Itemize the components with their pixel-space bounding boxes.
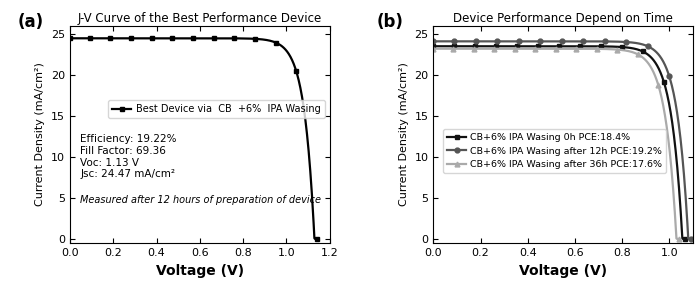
CB+6% IPA Wasing after 36h PCE:17.6% bbox=[673, 237, 682, 241]
CB+6% IPA Wasing after 12h PCE:19.2% bbox=[646, 46, 654, 49]
CB+6% IPA Wasing after 36h PCE:17.6% bbox=[575, 47, 584, 50]
Best Device via  CB  +6%  IPA Wasing bbox=[274, 42, 282, 45]
CB+6% IPA Wasing after 36h PCE:17.6% bbox=[636, 54, 645, 57]
CB+6% IPA Wasing 0h PCE:18.4% bbox=[679, 237, 687, 241]
CB+6% IPA Wasing after 12h PCE:19.2% bbox=[687, 237, 695, 241]
X-axis label: Voltage (V): Voltage (V) bbox=[519, 263, 608, 277]
Line: CB+6% IPA Wasing 0h PCE:18.4%: CB+6% IPA Wasing 0h PCE:18.4% bbox=[431, 44, 687, 241]
CB+6% IPA Wasing 0h PCE:18.4% bbox=[578, 45, 587, 48]
CB+6% IPA Wasing 0h PCE:18.4% bbox=[429, 45, 438, 48]
Title: J-V Curve of the Best Performance Device: J-V Curve of the Best Performance Device bbox=[78, 11, 322, 25]
Best Device via  CB  +6%  IPA Wasing bbox=[66, 37, 74, 40]
CB+6% IPA Wasing after 12h PCE:19.2% bbox=[582, 40, 590, 43]
CB+6% IPA Wasing 0h PCE:18.4% bbox=[680, 237, 689, 241]
Text: Efficiency: 19.22%
Fill Factor: 69.36
Voc: 1.13 V
Jsc: 24.47 mA/cm²: Efficiency: 19.22% Fill Factor: 69.36 Vo… bbox=[80, 134, 177, 179]
CB+6% IPA Wasing after 12h PCE:19.2% bbox=[662, 67, 671, 71]
Text: (a): (a) bbox=[18, 13, 44, 31]
Y-axis label: Current Density (mA/cm²): Current Density (mA/cm²) bbox=[399, 62, 409, 206]
Best Device via  CB  +6%  IPA Wasing bbox=[217, 37, 225, 40]
CB+6% IPA Wasing after 12h PCE:19.2% bbox=[430, 39, 438, 43]
CB+6% IPA Wasing after 36h PCE:17.6% bbox=[575, 47, 583, 50]
Y-axis label: Current Density (mA/cm²): Current Density (mA/cm²) bbox=[36, 62, 46, 206]
Best Device via  CB  +6%  IPA Wasing bbox=[213, 37, 221, 40]
Title: Device Performance Depend on Time: Device Performance Depend on Time bbox=[454, 11, 673, 25]
Text: Measured after 12 hours of preparation of device: Measured after 12 hours of preparation o… bbox=[80, 195, 321, 205]
Best Device via  CB  +6%  IPA Wasing bbox=[290, 62, 298, 66]
CB+6% IPA Wasing after 12h PCE:19.2% bbox=[685, 237, 693, 241]
CB+6% IPA Wasing 0h PCE:18.4% bbox=[579, 45, 587, 48]
Best Device via  CB  +6%  IPA Wasing bbox=[212, 37, 220, 40]
X-axis label: Voltage (V): Voltage (V) bbox=[155, 263, 244, 277]
Best Device via  CB  +6%  IPA Wasing bbox=[311, 237, 319, 241]
CB+6% IPA Wasing after 12h PCE:19.2% bbox=[429, 39, 438, 43]
CB+6% IPA Wasing 0h PCE:18.4% bbox=[430, 45, 438, 48]
CB+6% IPA Wasing after 12h PCE:19.2% bbox=[587, 40, 595, 43]
CB+6% IPA Wasing 0h PCE:18.4% bbox=[657, 73, 666, 76]
CB+6% IPA Wasing after 36h PCE:17.6% bbox=[675, 237, 683, 241]
CB+6% IPA Wasing after 36h PCE:17.6% bbox=[652, 76, 660, 80]
CB+6% IPA Wasing after 36h PCE:17.6% bbox=[580, 47, 588, 50]
Line: CB+6% IPA Wasing after 36h PCE:17.6%: CB+6% IPA Wasing after 36h PCE:17.6% bbox=[431, 46, 681, 241]
Best Device via  CB  +6%  IPA Wasing bbox=[313, 237, 321, 241]
CB+6% IPA Wasing after 36h PCE:17.6% bbox=[430, 47, 438, 50]
Legend: Best Device via  CB  +6%  IPA Wasing: Best Device via CB +6% IPA Wasing bbox=[108, 100, 325, 118]
CB+6% IPA Wasing 0h PCE:18.4% bbox=[641, 51, 650, 55]
CB+6% IPA Wasing after 36h PCE:17.6% bbox=[429, 47, 438, 50]
Line: Best Device via  CB  +6%  IPA Wasing: Best Device via CB +6% IPA Wasing bbox=[68, 36, 319, 241]
CB+6% IPA Wasing 0h PCE:18.4% bbox=[583, 45, 592, 48]
Line: CB+6% IPA Wasing after 12h PCE:19.2%: CB+6% IPA Wasing after 12h PCE:19.2% bbox=[431, 39, 693, 241]
Legend: CB+6% IPA Wasing 0h PCE:18.4%, CB+6% IPA Wasing after 12h PCE:19.2%, CB+6% IPA W: CB+6% IPA Wasing 0h PCE:18.4%, CB+6% IPA… bbox=[443, 129, 666, 173]
CB+6% IPA Wasing after 12h PCE:19.2% bbox=[582, 40, 591, 43]
Text: (b): (b) bbox=[377, 13, 403, 31]
Best Device via  CB  +6%  IPA Wasing bbox=[66, 37, 75, 40]
